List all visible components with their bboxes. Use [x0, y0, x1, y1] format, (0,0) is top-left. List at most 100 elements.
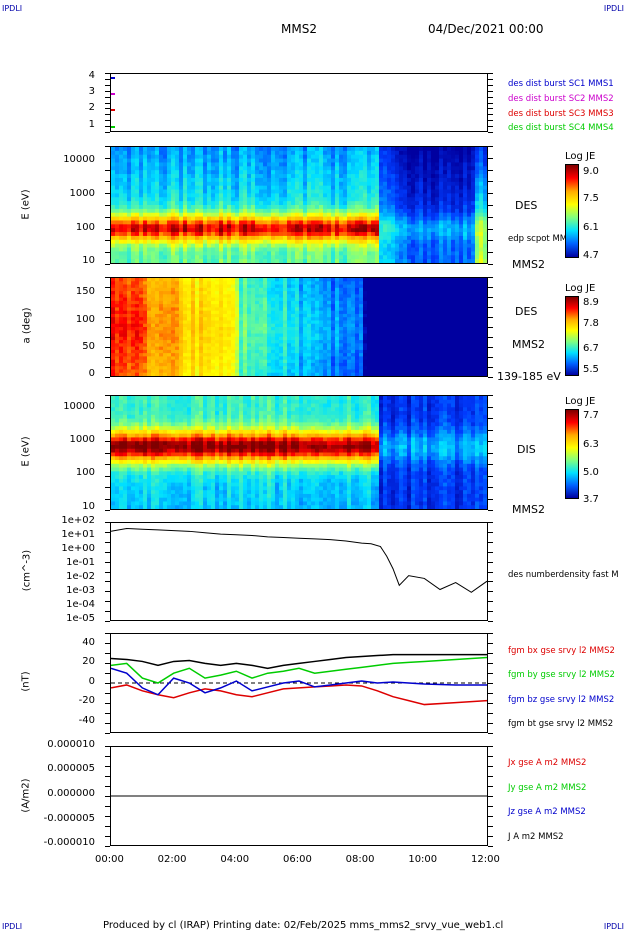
des-energy-cell [279, 154, 284, 160]
des-pitch-cell [267, 310, 272, 315]
des-pitch-cell [119, 313, 124, 318]
des-energy-cell [291, 150, 296, 156]
des-energy-cell [351, 193, 356, 198]
des-pitch-cell [243, 313, 248, 318]
des-pitch-cell [243, 323, 248, 328]
des-pitch-cell [387, 346, 392, 351]
des-pitch-cell [175, 369, 180, 374]
des-energy-cell [287, 216, 292, 222]
des-energy-cell [143, 150, 148, 156]
des-energy-cell [283, 189, 288, 194]
des-energy-cell [211, 251, 216, 256]
des-pitch-cell [359, 297, 364, 302]
des-energy-cell [471, 201, 476, 206]
des-pitch-cell [283, 353, 288, 357]
des-pitch-cell [371, 317, 376, 322]
des-energy-cell [395, 201, 400, 206]
des-pitch-cell [179, 336, 184, 341]
des-energy-cell [383, 162, 388, 167]
des-energy-cell [111, 205, 116, 210]
des-energy-cell [179, 181, 184, 187]
des-energy-cell [471, 189, 476, 194]
des-pitch-cell [175, 372, 180, 376]
des-energy-cell [443, 235, 448, 241]
des-energy-cell [119, 181, 124, 187]
des-energy-cell [251, 147, 256, 152]
des-energy-cell [431, 181, 436, 187]
des-energy-cell [315, 259, 320, 263]
des-pitch-cell [147, 317, 152, 322]
des-energy-cell [155, 224, 160, 229]
des-pitch-cell [223, 369, 228, 374]
des-pitch-cell [151, 281, 156, 286]
des-pitch-cell [319, 333, 324, 338]
des-energy-cell [363, 255, 368, 260]
des-pitch-cell [211, 369, 216, 374]
des-pitch-cell [171, 340, 176, 344]
des-pitch-cell [131, 313, 136, 318]
des-pitch-cell [367, 356, 372, 361]
des-pitch-cell [311, 362, 316, 367]
des-pitch-cell [287, 369, 292, 374]
des-energy-cell [303, 239, 308, 245]
des-pitch-cell [259, 307, 264, 312]
des-pitch-cell [247, 287, 252, 292]
des-energy-cell [399, 177, 404, 183]
des-pitch-cell [151, 346, 156, 351]
des-pitch-cell [383, 369, 388, 374]
des-energy-cell [451, 170, 456, 175]
des-pitch-cell [367, 317, 372, 322]
des-pitch-cell [303, 291, 308, 295]
des-energy-cell [127, 232, 132, 237]
des-pitch-cell [115, 304, 120, 308]
des-pitch-cell [147, 320, 152, 325]
des-energy-cell [119, 154, 124, 160]
des-energy-cell [431, 235, 436, 241]
des-pitch-cell [251, 353, 256, 357]
des-energy-cell [335, 185, 340, 191]
des-energy-cell [311, 154, 316, 160]
des-pitch-cell [351, 310, 356, 315]
des-pitch-cell [383, 349, 388, 354]
des-energy-cell [303, 181, 308, 187]
des-pitch-cell [123, 366, 128, 371]
des-energy-cell [375, 259, 380, 263]
des-pitch-cell [355, 369, 360, 374]
des-pitch-cell [335, 287, 340, 292]
des-pitch-cell [323, 300, 328, 305]
des-energy-cell [135, 247, 140, 252]
des-energy-cell [323, 224, 328, 229]
des-pitch-cell [339, 336, 344, 341]
des-energy-cell [439, 201, 444, 206]
des-energy-cell [211, 255, 216, 260]
des-pitch-cell [243, 359, 248, 364]
des-energy-cell [447, 232, 452, 237]
des-pitch-cell [295, 330, 300, 335]
des-pitch-cell [315, 317, 320, 322]
des-energy-cell [155, 174, 160, 179]
des-energy-cell [115, 224, 120, 229]
des-pitch-cell [339, 281, 344, 286]
des-pitch-cell [203, 333, 208, 338]
des-energy-cell [399, 201, 404, 206]
des-energy-cell [303, 205, 308, 210]
des-pitch-cell [283, 366, 288, 371]
des-energy-cell [435, 189, 440, 194]
des-pitch-cell [211, 336, 216, 341]
des-energy-cell [379, 259, 384, 263]
des-energy-cell [199, 220, 204, 225]
des-energy-cell [383, 170, 388, 175]
des-energy-cell [343, 170, 348, 175]
des-pitch-cell [195, 330, 200, 335]
des-energy-cell [307, 220, 312, 225]
des-energy-cell [359, 162, 364, 167]
des-energy-cell [123, 224, 128, 229]
des-energy-cell [343, 205, 348, 210]
des-energy-cell [159, 212, 164, 218]
des-energy-cell [263, 189, 268, 194]
des-energy-cell [387, 228, 392, 233]
des-energy-cell [439, 181, 444, 187]
des-energy-cell [111, 162, 116, 167]
des-energy-cell [211, 208, 216, 214]
des-energy-cell [243, 239, 248, 245]
